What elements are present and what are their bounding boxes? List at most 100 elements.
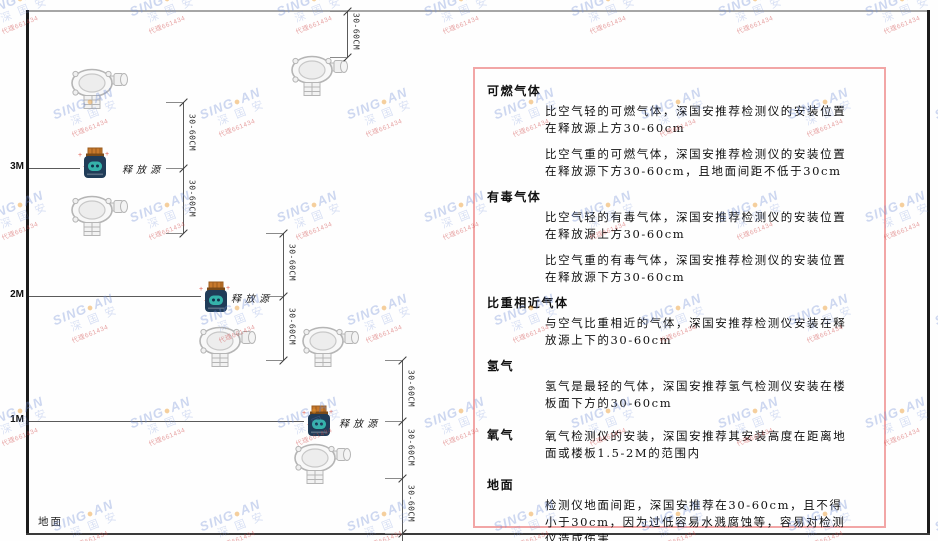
guideline-panel: 可燃气体 比空气轻的可燃气体，深国安推荐检测仪的安装位置在释放源上方30-60cm…: [473, 67, 886, 541]
release-source: + + +: [78, 147, 112, 181]
brand-dot-icon: ●: [378, 94, 391, 109]
watermark-red-text: 代理661434: [147, 426, 187, 448]
panel-section-title: 氢气: [487, 359, 515, 373]
level-line-3m: [29, 168, 80, 169]
dimension-label: 30-60CM: [406, 369, 416, 408]
dimension-extension: [166, 102, 183, 103]
brand-dot-icon: ●: [378, 506, 391, 521]
brand-dot-icon: ●: [308, 197, 321, 212]
watermark-cjk-text: 深 国 安: [586, 0, 638, 26]
watermark-cjk-text: 深 国 安: [68, 509, 120, 541]
svg-text:+: +: [226, 285, 230, 292]
panel-section-paragraphs: 比空气轻的可燃气体，深国安推荐检测仪的安装位置在释放源上方30-60cm 比空气重…: [545, 103, 847, 180]
watermark-red-text: 代理661434: [70, 323, 110, 345]
dimension-label: 30-60CM: [287, 243, 297, 282]
release-source-label: 释放源: [339, 419, 381, 430]
panel-section: 有毒气体 比空气轻的有毒气体，深国安推荐检测仪的安装位置在释放源上方30-60cm…: [487, 189, 872, 286]
panel-section-title: 地面: [487, 478, 515, 492]
panel-section-paragraphs: 与空气比重相近的气体，深国安推荐检测仪安装在释放源上下的30-60cm: [545, 315, 847, 349]
watermark-red-text: 代理661434: [217, 117, 257, 139]
watermark-brand-text: SING●AN: [197, 496, 263, 535]
gas-detector: [290, 54, 350, 100]
dimension-extension: [385, 421, 402, 422]
brand-dot-icon: ●: [455, 197, 468, 212]
watermark-brand-text: SING●AN: [0, 187, 46, 226]
release-source: + + +: [199, 281, 233, 315]
dimension-label: 30-60CM: [187, 113, 197, 152]
panel-paragraph: 比空气重的有毒气体，深国安推荐检测仪的安装位置在释放源下方30-60cm: [545, 253, 847, 284]
panel-section-title: 氧气: [487, 428, 515, 442]
level-label-2m: 2M: [10, 289, 24, 300]
panel-section: 氢气氢气是最轻的气体，深国安推荐氢气检测仪安装在楼板面下方的30-60cm: [487, 358, 872, 412]
watermark-brand-text: SING●AN: [344, 496, 410, 535]
dimension-label: 30-60CM: [351, 12, 361, 51]
watermark-cjk-text: 深 国 安: [145, 0, 197, 26]
dimension-extension: [266, 360, 283, 361]
brand-dot-icon: ●: [750, 0, 762, 6]
panel-section-paragraphs: 氢气是最轻的气体，深国安推荐氢气检测仪安装在楼板面下方的30-60cm: [545, 378, 847, 412]
gas-detector: [70, 67, 130, 113]
watermark-brand-text: SING●AN: [344, 84, 410, 123]
watermark-red-text: 代理661434: [70, 117, 110, 139]
brand-dot-icon: ●: [603, 0, 615, 6]
watermark-red-text: 代理661434: [364, 117, 404, 139]
brand-dot-icon: ●: [896, 403, 909, 418]
dimension-line: [402, 360, 403, 541]
brand-dot-icon: ●: [231, 506, 244, 521]
panel-section-title: 有毒气体: [487, 190, 542, 204]
watermark-brand-text: SING●AN: [127, 393, 193, 432]
watermark-brand-text: SING●AN: [344, 290, 410, 329]
ground-label: 地面: [38, 516, 63, 528]
level-label-3m: 3M: [10, 161, 24, 172]
panel-section-paragraphs: 检测仪地面间距，深国安推荐在30-60cm，且不得小于30cm，因为过低容易水溅…: [545, 497, 847, 541]
release-source-label: 释放源: [122, 165, 164, 176]
watermark-red-text: 代理661434: [217, 529, 257, 541]
gas-detector-icon: [294, 443, 351, 484]
panel-paragraph: 氧气检测仪的安装，深国安推荐其安装高度在距离地面或楼板1.5-2M的范围内: [545, 429, 847, 460]
brand-dot-icon: ●: [84, 300, 97, 315]
watermark-brand-text: SING●AN: [932, 94, 938, 123]
dimension-extension: [330, 11, 347, 12]
dimension-extension: [266, 233, 283, 234]
panel-paragraph: 氢气是最轻的气体，深国安推荐氢气检测仪安装在楼板面下方的30-60cm: [545, 379, 847, 410]
panel-paragraph: 比空气重的可燃气体，深国安推荐检测仪的安装位置在释放源下方30-60cm，且地面…: [545, 147, 847, 178]
watermark-brand-text: SING●AN: [932, 300, 938, 329]
brand-dot-icon: ●: [84, 506, 97, 521]
dimension-extension: [266, 296, 283, 297]
brand-dot-icon: ●: [896, 197, 909, 212]
level-label-1m: 1M: [10, 414, 24, 425]
gas-detector-icon: [71, 68, 128, 109]
panel-section: 可燃气体 比空气轻的可燃气体，深国安推荐检测仪的安装位置在释放源上方30-60cm…: [487, 83, 872, 180]
brand-dot-icon: ●: [161, 403, 174, 418]
watermark-red-text: 代理661434: [70, 529, 110, 541]
level-line-1m: [29, 421, 304, 422]
brand-dot-icon: ●: [455, 403, 468, 418]
brand-dot-icon: ●: [161, 197, 174, 212]
release-source: + + +: [302, 405, 336, 439]
watermark-cjk-text: 深 国 安: [439, 0, 491, 26]
brand-dot-icon: ●: [378, 300, 391, 315]
panel-section: 地面检测仪地面间距，深国安推荐在30-60cm，且不得小于30cm，因为过低容易…: [487, 477, 872, 541]
watermark-red-text: 代理661434: [294, 220, 334, 242]
watermark-cjk-text: 深 国 安: [362, 97, 414, 129]
gas-detector: [293, 442, 353, 488]
dimension-extension: [330, 57, 347, 58]
gas-detector: [198, 325, 258, 371]
panel-section: 氧气 氧气检测仪的安装，深国安推荐其安装高度在距离地面或楼板1.5-2M的范围内: [487, 421, 872, 471]
watermark-cjk-text: 深 国 安: [362, 303, 414, 335]
svg-text:+: +: [329, 409, 333, 416]
panel-section-paragraphs: 氧气检测仪的安装，深国安推荐其安装高度在距离地面或楼板1.5-2M的范围内: [545, 425, 847, 471]
watermark-red-text: 代理661434: [364, 323, 404, 345]
